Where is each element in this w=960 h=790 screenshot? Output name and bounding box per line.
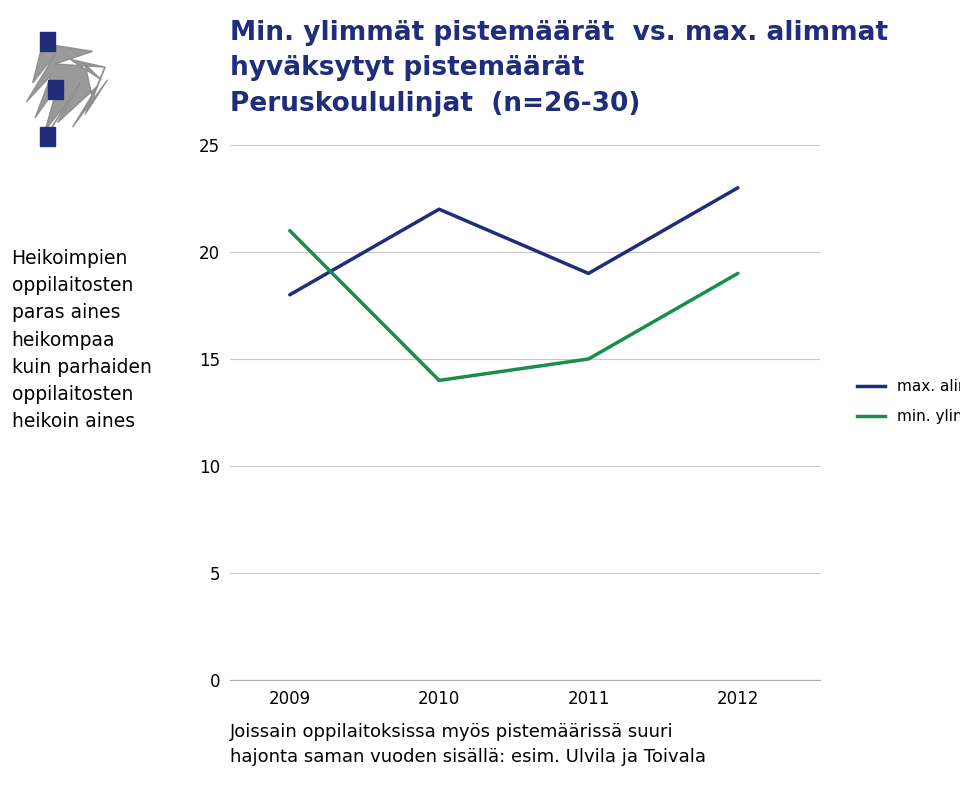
Bar bbox=[40, 127, 55, 146]
Text: Joissain oppilaitoksissa myös pistemäärissä suuri
hajonta saman vuoden sisällä: : Joissain oppilaitoksissa myös pistemääri… bbox=[230, 723, 706, 766]
Text: Heikoimpien
oppilaitosten
paras aines
heikompaa
kuin parhaiden
oppilaitosten
hei: Heikoimpien oppilaitosten paras aines he… bbox=[12, 249, 152, 431]
Text: Peruskoululinjat  (n=26-30): Peruskoululinjat (n=26-30) bbox=[230, 91, 640, 117]
Text: Min. ylimmät pistemäärät  vs. max. alimmat: Min. ylimmät pistemäärät vs. max. alimma… bbox=[230, 20, 888, 46]
Bar bbox=[48, 80, 62, 99]
Polygon shape bbox=[27, 43, 108, 134]
Legend: max. alin, min. ylin: max. alin, min. ylin bbox=[852, 373, 960, 431]
Bar bbox=[40, 32, 55, 51]
Text: hyväksytyt pistemäärät: hyväksytyt pistemäärät bbox=[230, 55, 585, 81]
